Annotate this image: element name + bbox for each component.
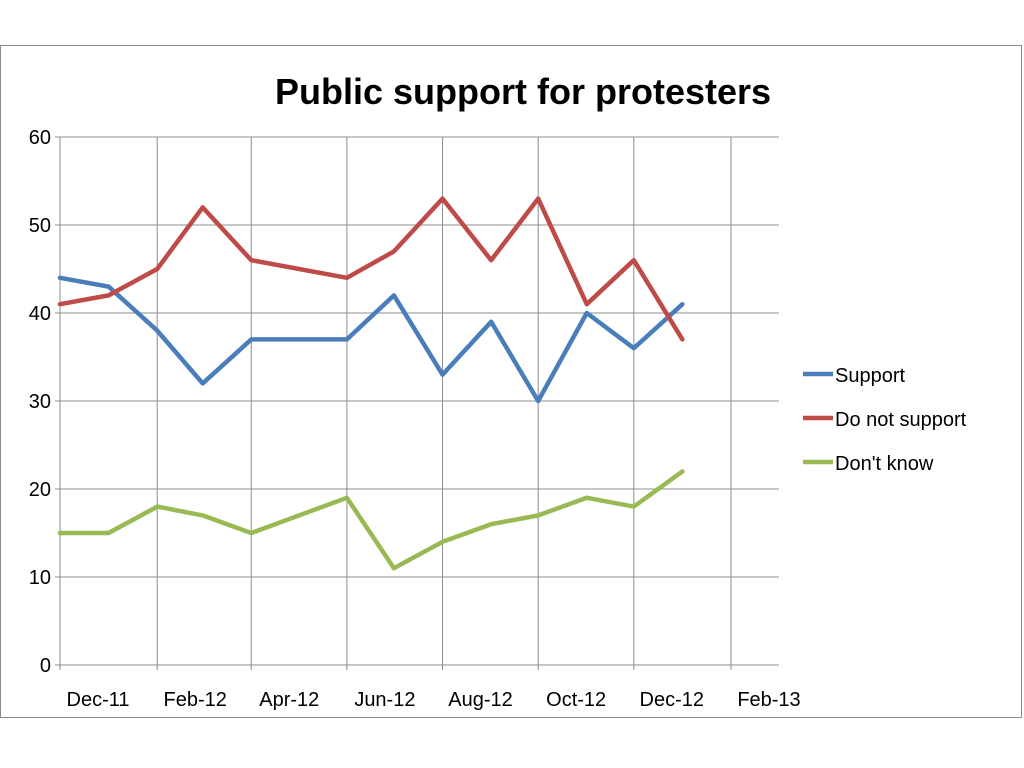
x-tick-label: Dec-12: [640, 689, 704, 711]
y-tick-label: 10: [29, 567, 51, 589]
x-tick-label: Oct-12: [546, 689, 606, 711]
series-line-2: [57, 469, 685, 571]
x-tick-label: Apr-12: [259, 689, 319, 711]
x-tick-label: Feb-13: [737, 689, 800, 711]
y-tick-label: 50: [29, 215, 51, 237]
legend-label: Do not support: [835, 409, 967, 431]
y-tick-label: 60: [29, 127, 51, 149]
y-axis-ticks: 0 10 20 30 40 50 60: [29, 127, 51, 677]
y-tick-label: 20: [29, 479, 51, 501]
series-line-0: [57, 275, 685, 404]
chart-frame: Public support for protesters 0 10 20 30 40 5…: [0, 45, 1022, 718]
chart-title: Public support for protesters: [275, 71, 771, 112]
legend-label: Don't know: [835, 453, 934, 475]
y-tick-label: 30: [29, 391, 51, 413]
series-lines: [57, 196, 685, 571]
axes: [55, 136, 779, 670]
x-tick-label: Feb-12: [164, 689, 227, 711]
legend: Support Do not support Don't know: [803, 365, 967, 475]
grid-lines: [60, 136, 779, 665]
x-tick-label: Dec-11: [67, 689, 130, 711]
y-tick-label: 0: [40, 655, 51, 677]
y-tick-label: 40: [29, 303, 51, 325]
legend-label: Support: [835, 365, 905, 387]
x-tick-label: Aug-12: [448, 689, 513, 711]
line-chart: Public support for protesters 0 10 20 30 40 5…: [29, 71, 967, 711]
x-tick-label: Jun-12: [354, 689, 415, 711]
x-axis-ticks: Dec-11 Feb-12 Apr-12 Jun-12 Aug-12 Oct-12 Dec-…: [67, 689, 801, 711]
series-line-1: [57, 196, 685, 342]
